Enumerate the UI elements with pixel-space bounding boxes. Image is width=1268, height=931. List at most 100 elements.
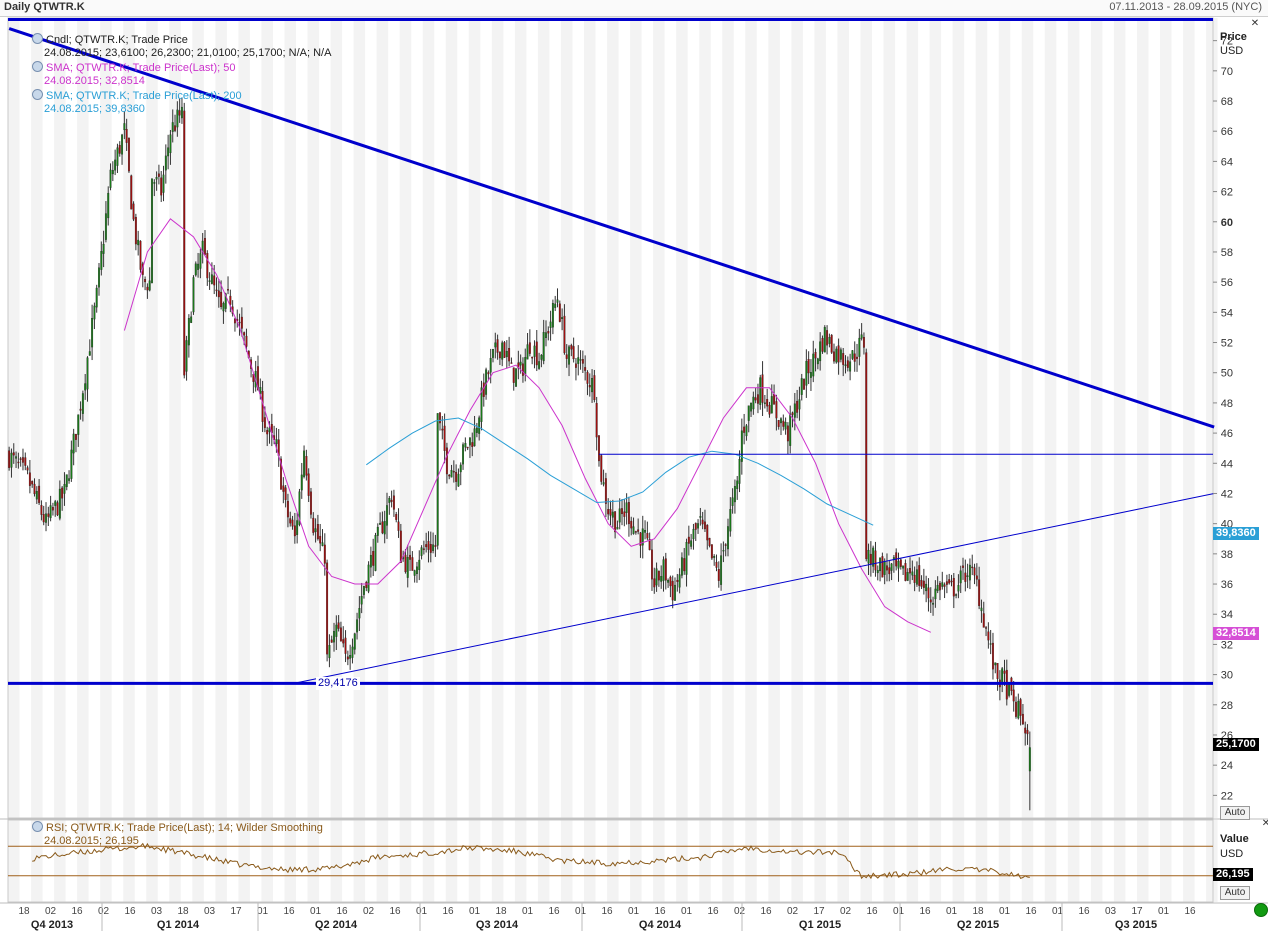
candle-body — [116, 147, 119, 166]
candle-body — [611, 511, 614, 518]
candle-body — [784, 422, 787, 430]
candle-body — [492, 348, 494, 358]
candle-body — [70, 449, 73, 479]
candle-body — [750, 402, 753, 412]
candle-body — [243, 332, 246, 336]
candle-body — [800, 378, 803, 395]
price-tick-label: 30 — [1221, 670, 1233, 682]
candle-body — [733, 486, 736, 503]
rsi-legend-line2: 24.08.2015; 26,195 — [44, 835, 139, 847]
trendline-descending-resistance — [8, 27, 1215, 429]
candle-body — [291, 519, 294, 527]
series-settings-icon[interactable] — [32, 821, 43, 832]
candle-body — [1001, 668, 1004, 684]
candle-body — [1028, 747, 1031, 772]
candle-body — [471, 442, 474, 448]
sma50-badge: 32,8514 — [1213, 627, 1259, 640]
candle-body — [356, 619, 359, 633]
sma50-legend[interactable]: SMA; QTWTR.K; Trade Price(Last); 50 24.0… — [32, 61, 236, 88]
candle-body — [860, 334, 863, 339]
price-auto-button[interactable]: Auto — [1220, 806, 1250, 820]
candle-body — [134, 216, 137, 245]
candle-body — [856, 356, 858, 359]
candle-body — [416, 566, 418, 575]
candle-body — [602, 482, 605, 485]
candle-body — [457, 473, 460, 487]
candle-body — [56, 502, 59, 516]
series-settings-icon[interactable] — [32, 61, 43, 72]
candle-body — [865, 352, 868, 560]
candle-body — [722, 550, 725, 552]
candle-body — [104, 213, 107, 240]
candle-body — [595, 403, 598, 438]
candle-body — [609, 509, 612, 516]
week-band — [607, 820, 619, 902]
close-icon[interactable]: ✕ — [1250, 18, 1260, 29]
date-tick-label: 01 — [999, 906, 1011, 917]
price-tick-label: 58 — [1221, 247, 1233, 259]
candle-body — [918, 565, 921, 586]
candle-body — [51, 507, 54, 511]
candle-body — [208, 280, 211, 282]
week-band — [630, 18, 642, 818]
candle-body — [639, 532, 642, 546]
week-band — [330, 820, 343, 902]
candle-body — [547, 330, 550, 334]
candle-body — [598, 435, 600, 462]
candle-body — [118, 144, 121, 154]
candle-body — [300, 474, 303, 491]
candle-body — [162, 174, 165, 193]
week-band — [1160, 820, 1172, 902]
week-band — [560, 820, 573, 902]
quarter-label: Q1 2015 — [799, 919, 841, 931]
candle-body — [915, 569, 918, 585]
date-tick-label: 01 — [522, 906, 534, 917]
week-band — [1090, 18, 1103, 818]
candle-body — [556, 299, 559, 303]
week-band — [906, 820, 919, 902]
candle-body — [45, 513, 47, 523]
close-icon[interactable]: ✕ — [1261, 818, 1268, 829]
rsi-legend[interactable]: RSI; QTWTR.K; Trade Price(Last); 14; Wil… — [32, 821, 323, 848]
candle-body — [98, 267, 100, 288]
week-band — [768, 18, 780, 818]
candle-body — [93, 305, 96, 320]
candle-body — [558, 303, 561, 322]
candle-body — [233, 318, 236, 324]
candle-body — [616, 527, 619, 530]
candle-body — [565, 354, 568, 359]
candle-body — [445, 447, 448, 475]
rsi-auto-button[interactable]: Auto — [1220, 886, 1250, 900]
candle-body — [187, 318, 190, 346]
candle-body — [31, 481, 34, 485]
trendline-ascending-support — [292, 492, 1215, 685]
candle-body — [86, 357, 89, 390]
series-settings-icon[interactable] — [32, 89, 43, 100]
week-band — [1021, 820, 1034, 902]
date-tick-label: 01 — [416, 906, 428, 917]
candle-body — [395, 514, 398, 520]
candle-legend[interactable]: Cndl; QTWTR.K; Trade Price 24.08.2015; 2… — [32, 33, 331, 60]
week-band — [998, 18, 1011, 818]
candle-body — [464, 443, 467, 448]
candle-body — [690, 540, 693, 547]
price-tick-label: 70 — [1221, 66, 1233, 78]
candle-body — [199, 253, 202, 269]
candle-body — [708, 537, 711, 546]
week-band — [100, 820, 112, 902]
series-settings-icon[interactable] — [32, 33, 43, 44]
candle-body — [335, 624, 338, 637]
sma200-legend[interactable]: SMA; QTWTR.K; Trade Price(Last); 200 24.… — [32, 89, 242, 116]
candle-body — [996, 663, 999, 679]
date-tick-label: 01 — [1052, 906, 1064, 917]
date-tick-label: 02 — [363, 906, 375, 917]
candle-body — [653, 578, 656, 588]
week-band — [537, 820, 550, 902]
candle-body — [478, 417, 481, 434]
candle-body — [968, 564, 971, 581]
candle-body — [61, 487, 64, 499]
candle-body — [153, 182, 156, 184]
candle-body — [876, 569, 879, 574]
week-band — [1113, 18, 1126, 818]
